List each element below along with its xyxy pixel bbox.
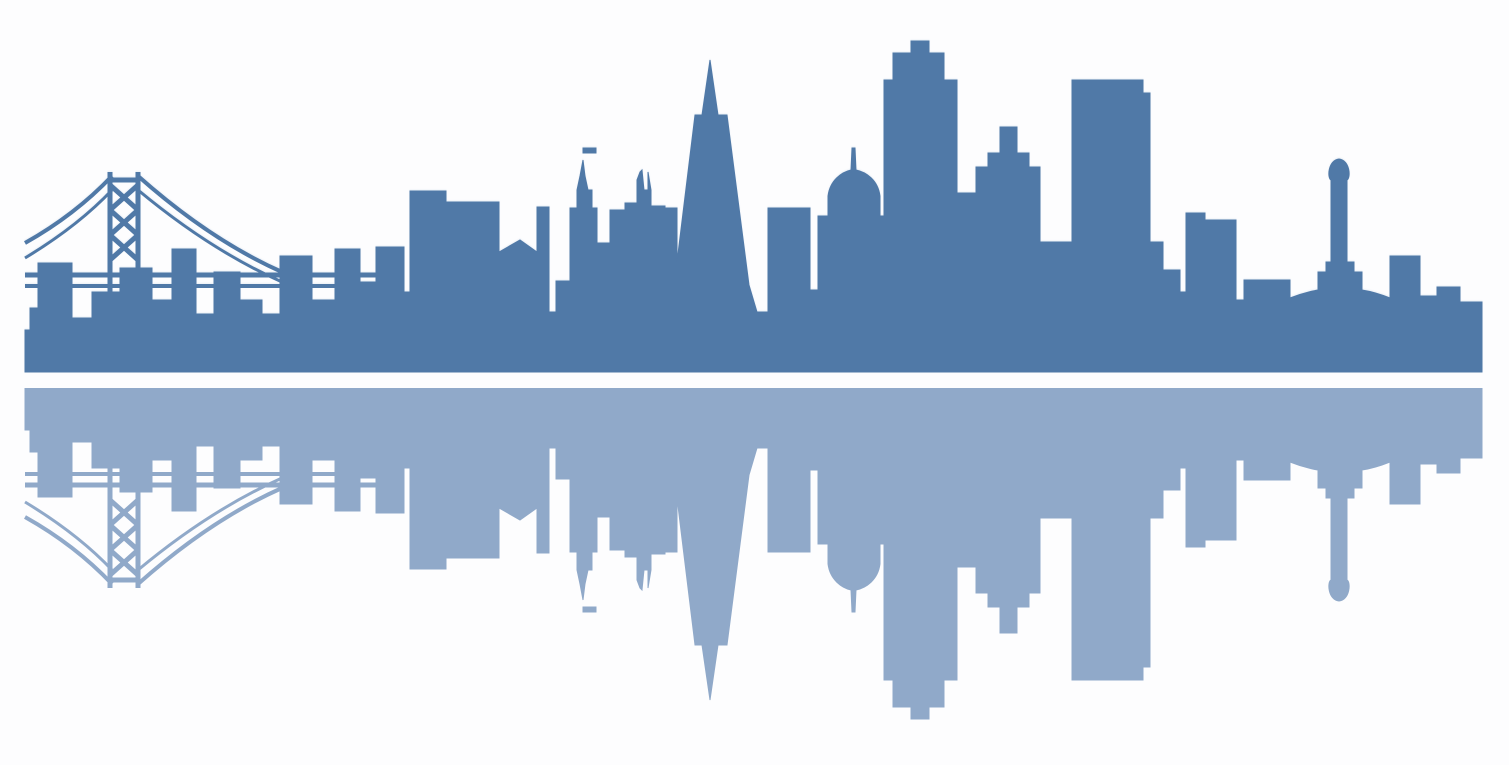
water-line bbox=[20, 373, 1485, 388]
